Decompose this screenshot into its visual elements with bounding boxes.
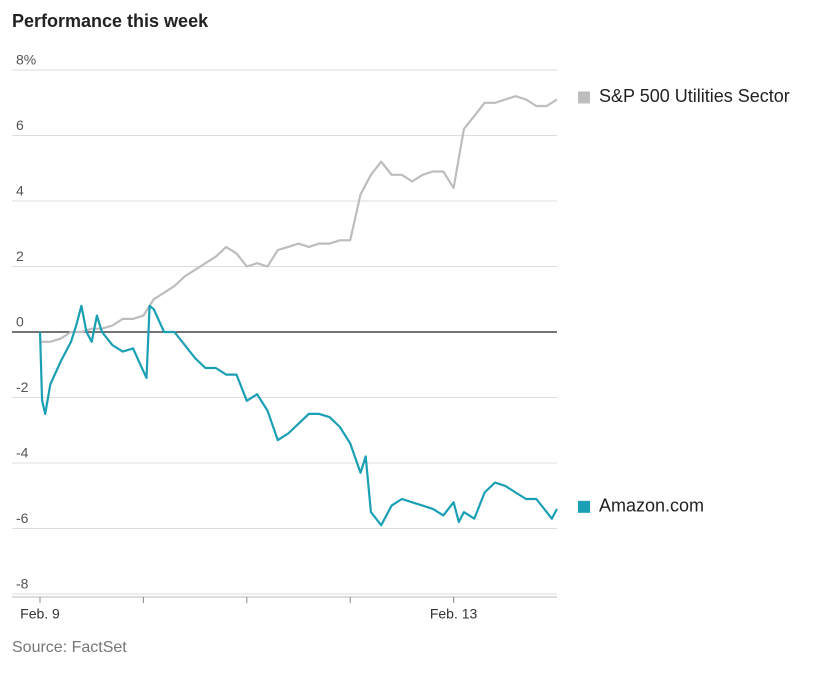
y-tick-label: 0 bbox=[16, 314, 24, 330]
legend-swatch bbox=[578, 500, 590, 513]
y-tick-label: -6 bbox=[16, 510, 29, 526]
y-tick-label: 6 bbox=[16, 117, 24, 133]
y-tick-label: 2 bbox=[16, 248, 24, 264]
source: Source: FactSet bbox=[12, 639, 127, 656]
y-tick-label: 8% bbox=[16, 52, 36, 68]
y-tick-label: -2 bbox=[16, 379, 29, 395]
x-tick-label: Feb. 13 bbox=[430, 606, 478, 622]
legend-label: S&P 500 Utilities Sector bbox=[599, 86, 790, 106]
legend-label: Amazon.com bbox=[599, 496, 704, 516]
series-line bbox=[40, 95, 558, 343]
y-tick-label: -8 bbox=[16, 576, 29, 592]
series-line bbox=[38, 304, 558, 527]
y-tick-label: 4 bbox=[16, 183, 24, 199]
x-tick-label: Feb. 9 bbox=[20, 606, 60, 622]
legend-swatch bbox=[578, 91, 590, 104]
y-tick-label: -4 bbox=[16, 445, 29, 461]
chart-title: Performance this week bbox=[12, 11, 209, 31]
